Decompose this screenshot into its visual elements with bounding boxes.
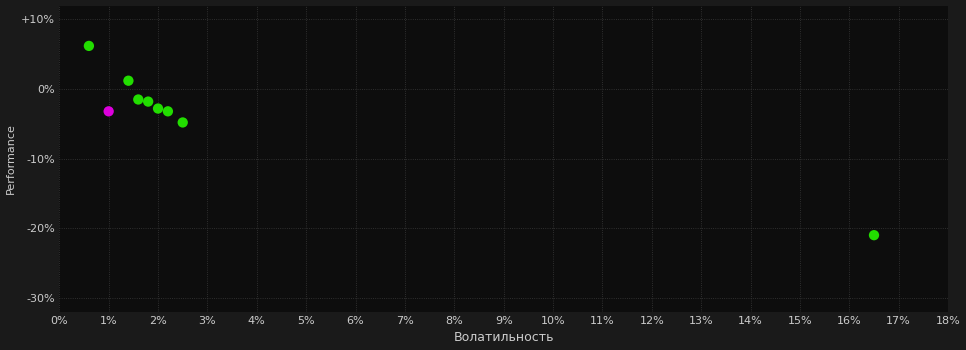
Point (100, 108, 116, 114)
Point (160, 108, 176, 114)
Point (130, 97, 146, 102)
Point (121, 78, 136, 84)
Point (140, 99, 156, 104)
Point (81, 43, 97, 49)
Point (175, 120, 190, 125)
X-axis label: Волатильность: Волатильность (453, 331, 554, 344)
Y-axis label: Performance: Performance (6, 123, 15, 194)
Point (867, 232, 882, 238)
Point (151, 106, 166, 111)
